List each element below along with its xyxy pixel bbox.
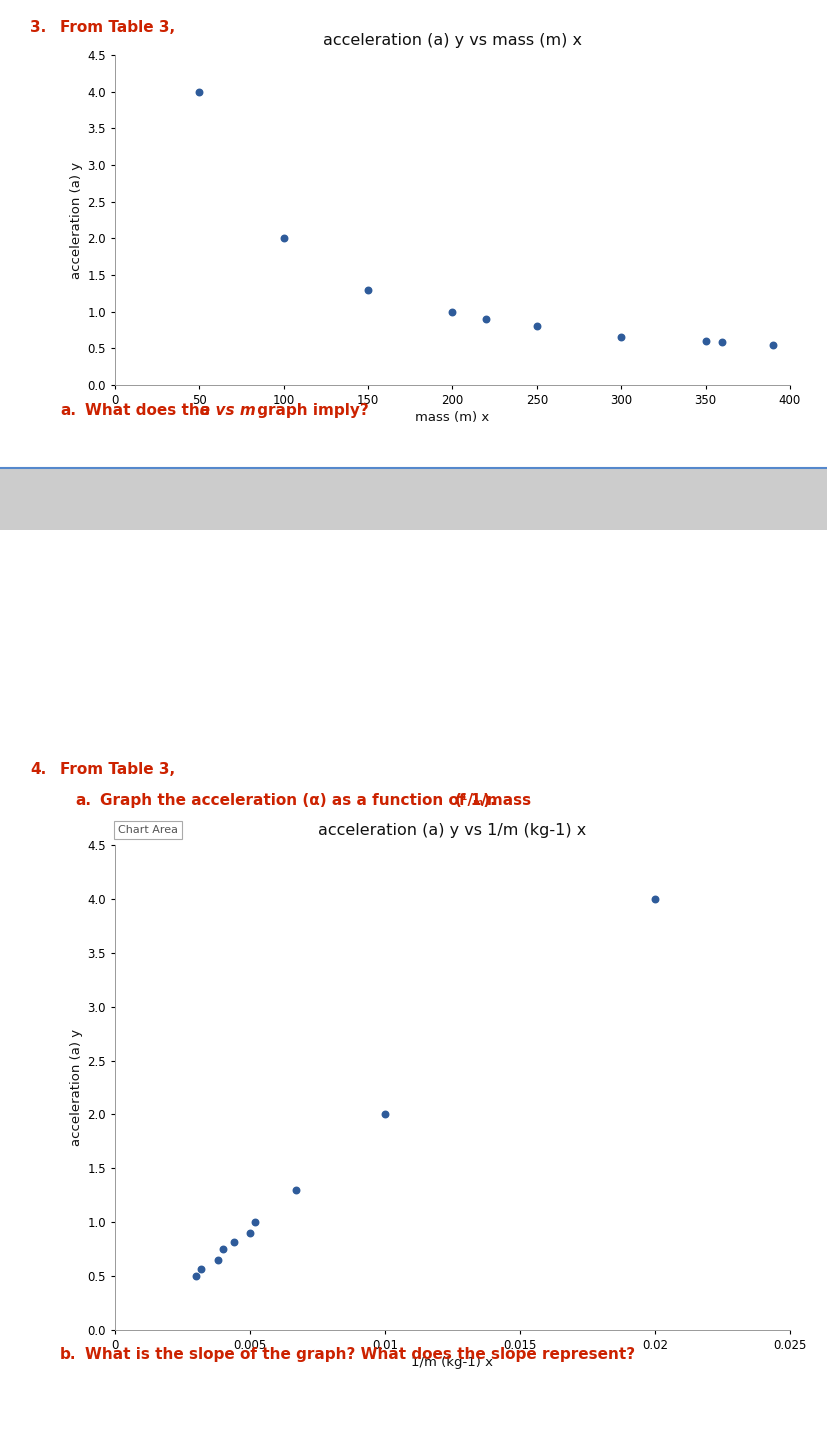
Point [227,1230,240,1253]
Point [529,315,543,337]
Point [715,330,729,353]
Text: 3.: 3. [30,20,46,34]
Point [216,1238,229,1261]
Title: acceleration (a) y vs mass (m) x: acceleration (a) y vs mass (m) x [323,33,581,49]
Point [248,1211,261,1234]
Text: From Table 3,: From Table 3, [60,20,175,34]
Point [211,1248,224,1271]
Text: a vs m: a vs m [200,403,256,418]
Text: (¹/ₘ).: (¹/ₘ). [455,794,496,808]
Point [243,1221,256,1244]
Point [289,1178,302,1201]
Point [614,326,627,349]
Text: Chart Area: Chart Area [118,825,178,835]
Point [766,333,779,356]
Point [277,227,290,250]
Y-axis label: acceleration (a) y: acceleration (a) y [70,1030,83,1145]
Point [648,888,661,911]
Y-axis label: acceleration (a) y: acceleration (a) y [70,162,83,279]
Point [479,307,492,330]
Text: b.: b. [60,1347,76,1361]
Point [378,1103,391,1125]
Text: graph imply?: graph imply? [251,403,368,418]
Text: 4.: 4. [30,762,46,776]
X-axis label: mass (m) x: mass (m) x [415,412,489,425]
Point [189,1264,203,1287]
Title: acceleration (a) y vs 1/m (kg-1) x: acceleration (a) y vs 1/m (kg-1) x [318,824,586,838]
Text: What is the slope of the graph? What does the slope represent?: What is the slope of the graph? What doe… [85,1347,634,1361]
Point [194,1257,208,1280]
Text: What does the: What does the [85,403,215,418]
Text: a.: a. [75,794,91,808]
Text: a.: a. [60,403,76,418]
Point [361,279,375,302]
Point [193,80,206,103]
Text: From Table 3,: From Table 3, [60,762,175,776]
Point [698,329,711,352]
X-axis label: 1/m (kg-1) x: 1/m (kg-1) x [411,1356,493,1369]
Text: Graph the acceleration (α) as a function of 1/mass: Graph the acceleration (α) as a function… [100,794,536,808]
Point [445,300,458,323]
